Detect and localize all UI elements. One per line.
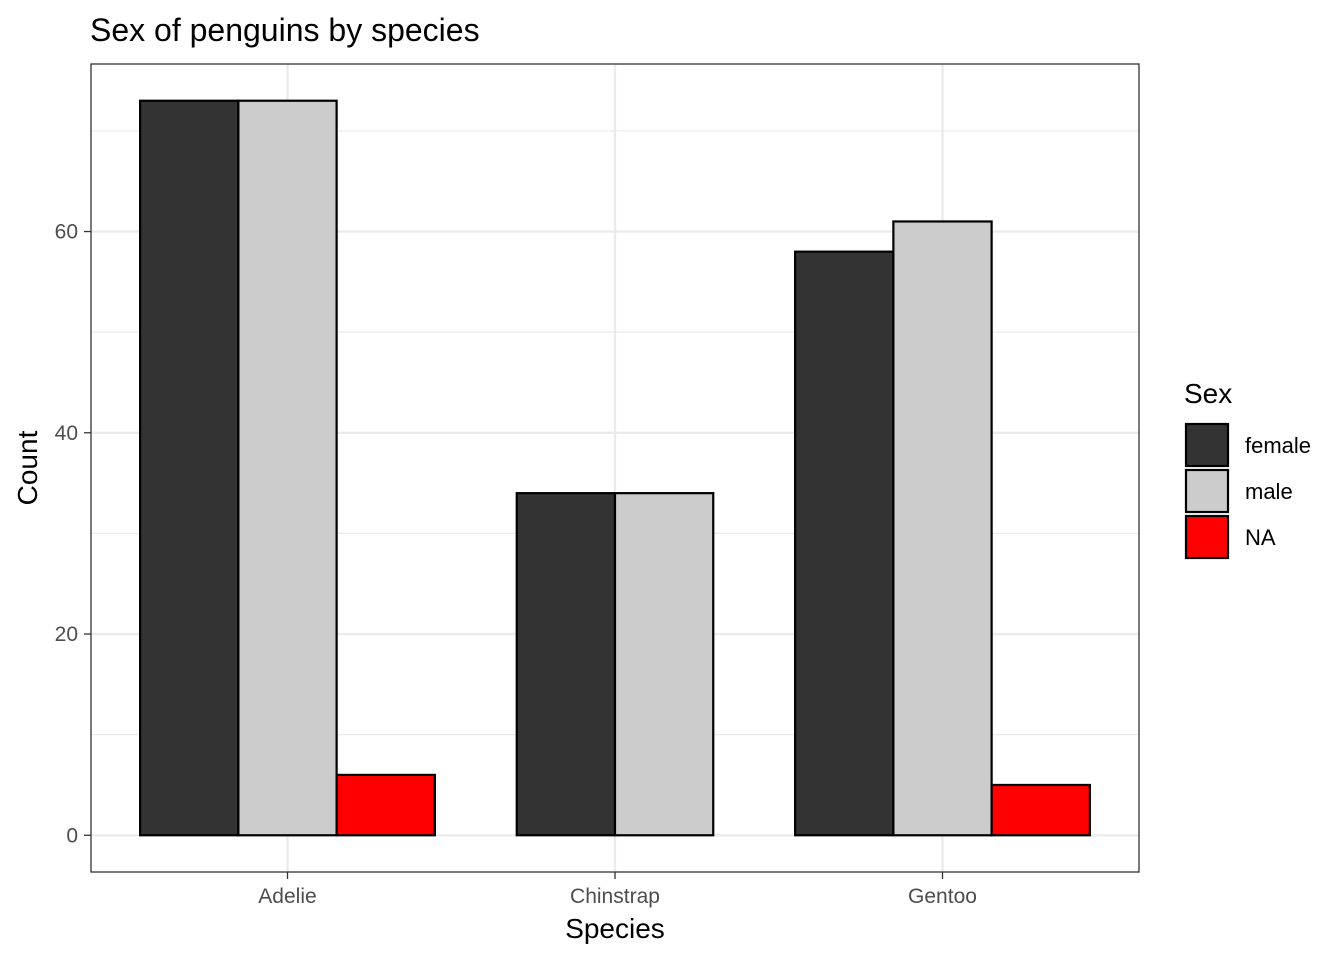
- bar-gentoo-na: [990, 783, 1091, 837]
- y-tick-label: 60: [55, 221, 78, 244]
- y-tick-label: 40: [55, 422, 78, 445]
- y-axis-title: Count: [12, 430, 43, 505]
- bar-gentoo-female: [794, 250, 895, 837]
- legend-key-male: [1184, 468, 1230, 514]
- legend-key-na: [1184, 514, 1230, 560]
- bar-chinstrap-male: [613, 492, 715, 837]
- bars: [139, 99, 1091, 837]
- legend-key-female: [1184, 422, 1230, 468]
- y-tick-label: 20: [55, 623, 78, 646]
- legend-label: NA: [1245, 525, 1276, 550]
- chart-title: Sex of penguins by species: [90, 12, 480, 48]
- y-tick-label: 0: [66, 824, 78, 847]
- bar-adelie-na: [335, 773, 436, 837]
- legend: Sex female male NA: [1184, 378, 1311, 560]
- bar-chinstrap-female: [515, 492, 617, 837]
- legend-label: male: [1245, 479, 1293, 504]
- bar-adelie-female: [139, 99, 240, 837]
- x-tick-label: Gentoo: [908, 885, 977, 908]
- x-axis-title: Species: [565, 913, 665, 944]
- y-axis: 0 20 40 60: [55, 221, 91, 847]
- legend-title: Sex: [1184, 378, 1232, 409]
- bar-adelie-male: [237, 99, 338, 837]
- legend-label: female: [1245, 433, 1311, 458]
- x-tick-label: Adelie: [258, 885, 316, 908]
- bar-gentoo-male: [892, 220, 993, 837]
- x-axis: Adelie Chinstrap Gentoo: [258, 872, 977, 908]
- x-tick-label: Chinstrap: [570, 885, 660, 908]
